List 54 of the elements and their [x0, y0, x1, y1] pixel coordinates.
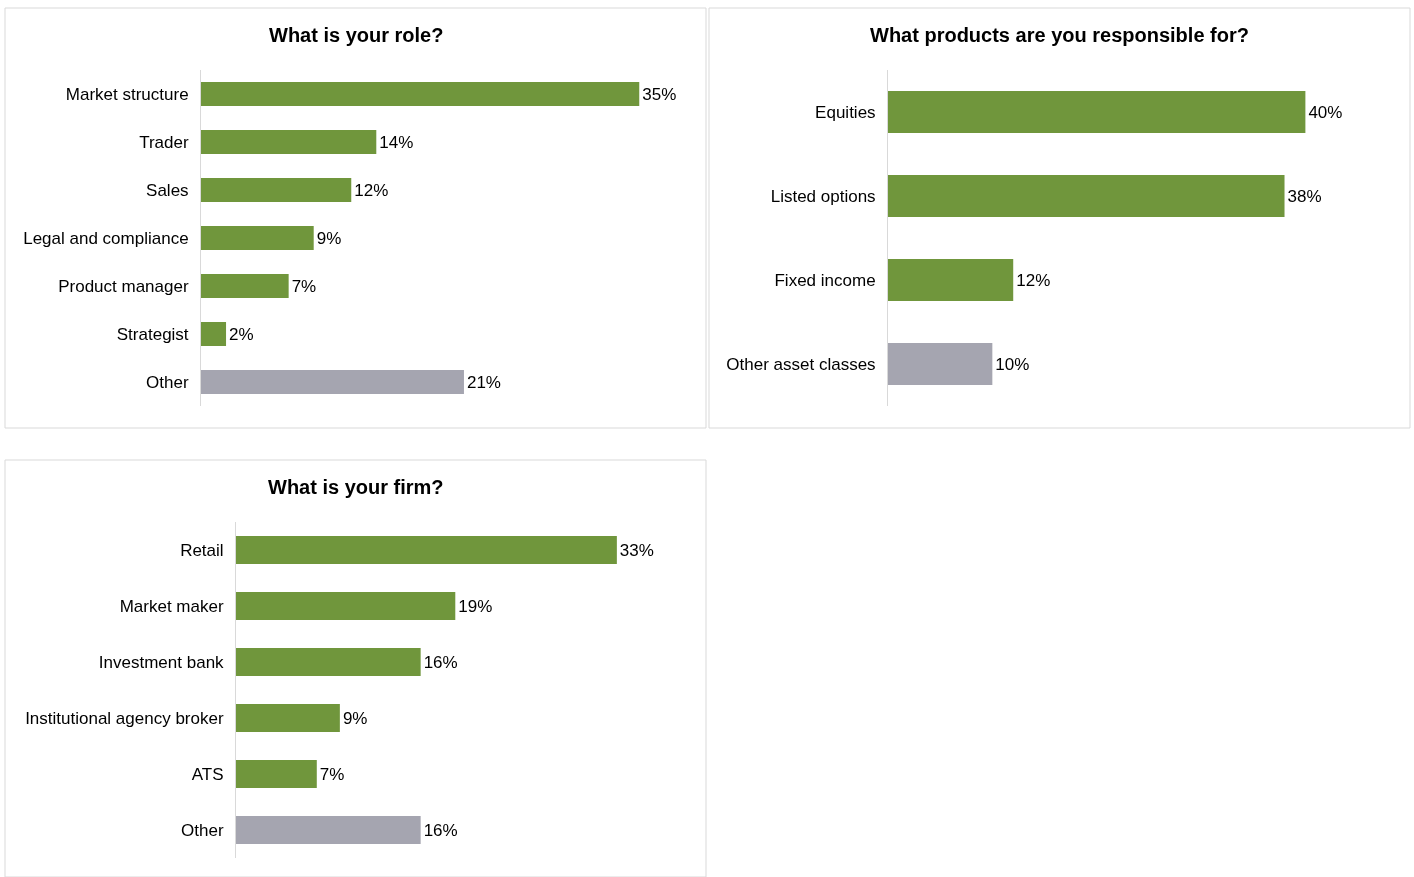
- bar: [236, 536, 617, 564]
- bar: [888, 343, 993, 385]
- y-tick-label: Sales: [146, 180, 189, 200]
- chart-title: What is your firm?: [268, 476, 444, 498]
- bar: [236, 760, 317, 788]
- data-label: 16%: [423, 652, 458, 672]
- bar: [201, 178, 352, 202]
- bar: [201, 82, 640, 106]
- bar: [888, 175, 1285, 217]
- data-label: 7%: [291, 276, 317, 296]
- bar: [201, 274, 289, 298]
- bar: [888, 259, 1014, 301]
- y-tick-label: Other: [146, 372, 189, 392]
- bar: [201, 370, 464, 394]
- data-label: 2%: [229, 324, 254, 344]
- y-tick-label: Listed options: [770, 186, 876, 206]
- bar: [236, 816, 421, 844]
- y-tick-label: Equities: [815, 102, 876, 122]
- y-tick-label: ATS: [191, 764, 224, 784]
- y-tick-label: Market structure: [65, 84, 189, 104]
- data-label: 9%: [316, 228, 342, 248]
- data-label: 33%: [619, 540, 654, 560]
- data-label: 35%: [642, 84, 677, 104]
- y-tick-label: Retail: [180, 540, 224, 560]
- data-label: 9%: [342, 708, 368, 728]
- bar: [201, 226, 314, 250]
- chart-title: What products are you responsible for?: [870, 24, 1249, 46]
- data-label: 14%: [379, 132, 414, 152]
- y-tick-label: Investment bank: [98, 652, 225, 672]
- y-tick-label: Other asset classes: [726, 354, 876, 374]
- data-label: 12%: [354, 180, 389, 200]
- y-tick-label: Legal and compliance: [23, 228, 189, 248]
- y-tick-label: Market maker: [119, 596, 224, 616]
- y-tick-label: Product manager: [58, 276, 189, 296]
- data-label: 7%: [319, 764, 345, 784]
- bar: [201, 130, 377, 154]
- y-tick-label: Other: [181, 820, 224, 840]
- data-label: 19%: [458, 596, 493, 616]
- bar: [236, 648, 421, 676]
- y-tick-label: Strategist: [116, 324, 189, 344]
- y-tick-label: Trader: [139, 132, 189, 152]
- data-label: 38%: [1287, 186, 1322, 206]
- data-label: 21%: [466, 372, 501, 392]
- bar: [236, 704, 340, 732]
- y-tick-label: Fixed income: [774, 270, 876, 290]
- y-tick-label: Institutional agency broker: [25, 708, 224, 728]
- data-label: 40%: [1308, 102, 1343, 122]
- data-label: 10%: [995, 354, 1030, 374]
- data-label: 12%: [1016, 270, 1051, 290]
- data-label: 16%: [423, 820, 458, 840]
- bar: [888, 91, 1306, 133]
- bar: [236, 592, 456, 620]
- chart-title: What is your role?: [269, 24, 444, 46]
- bar: [201, 322, 227, 346]
